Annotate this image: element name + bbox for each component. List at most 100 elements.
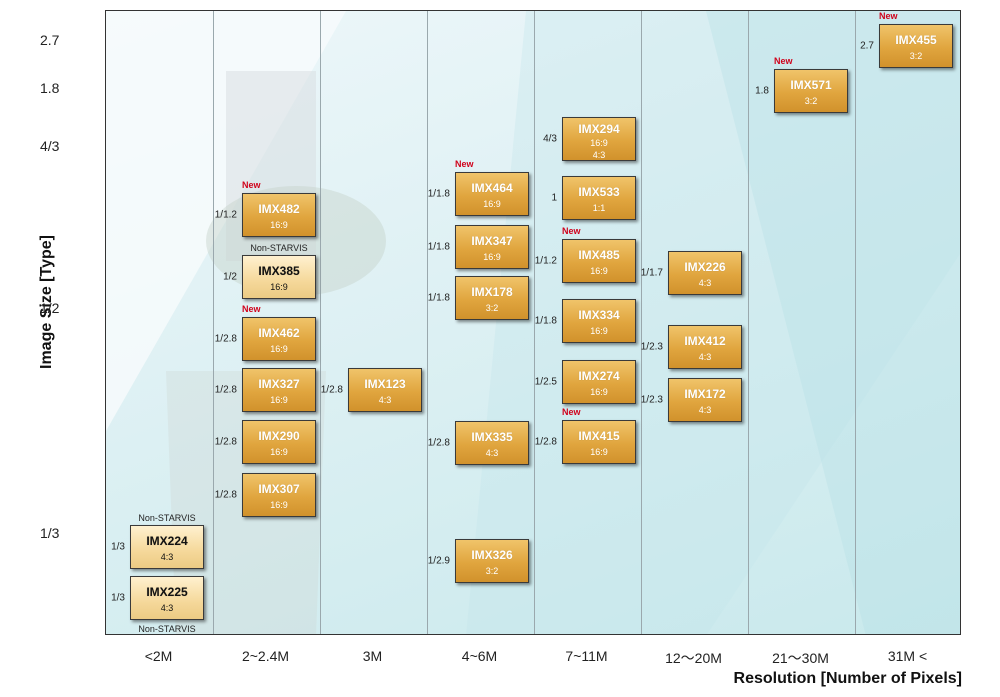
sensor-name: IMX326 <box>471 548 513 562</box>
sensor-aspect-ratio: 16:9 <box>590 138 608 148</box>
sensor-box-imx226: IMX226 4:3 <box>668 251 742 295</box>
sensor-name: IMX294 <box>578 122 620 136</box>
y-tick-label: 1.8 <box>40 80 60 96</box>
sensor-name: IMX290 <box>258 429 300 443</box>
sensor-aspect-ratio: 4:3 <box>485 448 499 458</box>
sensor-box-imx172: IMX172 4:3 <box>668 378 742 422</box>
sensor-aspect-ratio: 3:2 <box>485 566 499 576</box>
new-badge: New <box>562 407 581 417</box>
sensor-name: IMX464 <box>471 181 513 195</box>
sensor-aspect-ratio: 16:9 <box>270 220 288 230</box>
grid-line <box>641 11 642 634</box>
sensor-aspect-ratio: 4:3 <box>698 352 712 362</box>
sensor-name: IMX225 <box>146 585 188 599</box>
non-starvis-label: Non-STARVIS <box>138 513 196 523</box>
sensor-aspect-ratio: 4:3 <box>592 150 606 160</box>
new-badge: New <box>562 226 581 236</box>
sensor-name: IMX462 <box>258 326 300 340</box>
sensor-name: IMX482 <box>258 202 300 216</box>
sensor-name: IMX226 <box>684 260 726 274</box>
grid-line <box>855 11 856 634</box>
image-size-label: 1/2.3 <box>640 394 663 406</box>
image-size-label: 1/1.2 <box>214 209 237 221</box>
sensor-aspect-ratio: 4:3 <box>160 552 174 562</box>
sensor-box-imx294: IMX294 16:9 4:3 <box>562 117 636 161</box>
image-size-label: 1/2.9 <box>427 555 450 567</box>
image-size-label: 1/2.8 <box>214 436 237 448</box>
x-tick-label: 3M <box>362 648 383 664</box>
sensor-box-imx326: IMX326 3:2 <box>455 539 529 583</box>
sensor-aspect-ratio: 4:3 <box>698 278 712 288</box>
sensor-aspect-ratio: 3:2 <box>485 303 499 313</box>
sensor-aspect-ratio: 16:9 <box>590 326 608 336</box>
image-size-label: 2.7 <box>860 40 874 52</box>
sensor-aspect-ratio: 16:9 <box>270 500 288 510</box>
sensor-aspect-ratio: 16:9 <box>483 199 501 209</box>
sensor-box-imx334: IMX334 16:9 <box>562 299 636 343</box>
x-tick-label: 21〜30M <box>772 650 829 666</box>
x-tick-label: 12〜20M <box>665 650 722 666</box>
sensor-aspect-ratio: 3:2 <box>909 51 923 61</box>
x-axis-title: Resolution [Number of Pixels] <box>733 670 962 687</box>
sensor-box-imx178: IMX178 3:2 <box>455 276 529 320</box>
sensor-name: IMX334 <box>578 308 620 322</box>
x-tick-label: <2M <box>144 648 173 664</box>
sensor-name: IMX224 <box>146 534 188 548</box>
x-tick-label: 4~6M <box>461 648 498 664</box>
image-size-label: 1/1.8 <box>427 292 450 304</box>
sensor-box-imx347: IMX347 16:9 <box>455 225 529 269</box>
image-size-label: 1/1.2 <box>534 255 557 267</box>
sensor-box-imx274: IMX274 16:9 <box>562 360 636 404</box>
sensor-name: IMX307 <box>258 482 300 496</box>
sensor-box-imx533: IMX533 1:1 <box>562 176 636 220</box>
image-size-label: 1/1.8 <box>534 315 557 327</box>
sensor-aspect-ratio: 16:9 <box>590 266 608 276</box>
sensor-name: IMX347 <box>471 234 513 248</box>
sensor-aspect-ratio: 16:9 <box>270 282 288 292</box>
new-badge: New <box>242 180 261 190</box>
image-size-label: 4/3 <box>543 133 557 145</box>
sensor-name: IMX327 <box>258 377 300 391</box>
grid-line <box>748 11 749 634</box>
sensor-box-imx224: IMX224 4:3 <box>130 525 204 569</box>
sensor-aspect-ratio: 16:9 <box>270 447 288 457</box>
image-size-label: 1/2.8 <box>427 437 450 449</box>
image-size-label: 1/1.8 <box>427 188 450 200</box>
sensor-aspect-ratio: 1:1 <box>592 203 606 213</box>
sensor-box-imx485: IMX485 16:9 <box>562 239 636 283</box>
sensor-aspect-ratio: 3:2 <box>804 96 818 106</box>
sensor-box-imx327: IMX327 16:9 <box>242 368 316 412</box>
grid-line <box>534 11 535 634</box>
sensor-name: IMX485 <box>578 248 620 262</box>
sensor-box-imx385: IMX385 16:9 <box>242 255 316 299</box>
image-size-label: 1/2.8 <box>214 333 237 345</box>
sensor-name: IMX415 <box>578 429 620 443</box>
x-tick-label: 31M < <box>887 648 928 664</box>
sensor-aspect-ratio: 16:9 <box>590 447 608 457</box>
image-size-label: 1/2 <box>223 271 237 283</box>
sensor-box-imx335: IMX335 4:3 <box>455 421 529 465</box>
image-size-label: 1/2.8 <box>214 384 237 396</box>
image-size-label: 1/2.3 <box>640 341 663 353</box>
y-tick-label: 1/2 <box>40 300 60 316</box>
sensor-box-imx412: IMX412 4:3 <box>668 325 742 369</box>
sensor-box-imx290: IMX290 16:9 <box>242 420 316 464</box>
non-starvis-label: Non-STARVIS <box>138 624 196 634</box>
sensor-box-imx462: IMX462 16:9 <box>242 317 316 361</box>
sensor-box-imx571: IMX571 3:2 <box>774 69 848 113</box>
image-size-label: 1/2.8 <box>214 489 237 501</box>
new-badge: New <box>242 304 261 314</box>
sensor-box-imx455: IMX455 3:2 <box>879 24 953 68</box>
image-size-label: 1/2.5 <box>534 376 557 388</box>
sensor-aspect-ratio: 4:3 <box>698 405 712 415</box>
image-size-label: 1/3 <box>111 541 125 553</box>
image-size-label: 1 <box>551 192 557 204</box>
sensor-box-imx307: IMX307 16:9 <box>242 473 316 517</box>
image-size-label: 1/3 <box>111 592 125 604</box>
image-size-label: 1/1.8 <box>427 241 450 253</box>
sensor-name: IMX335 <box>471 430 513 444</box>
new-badge: New <box>774 56 793 66</box>
sensor-name: IMX172 <box>684 387 726 401</box>
sensor-aspect-ratio: 16:9 <box>270 395 288 405</box>
sensor-aspect-ratio: 4:3 <box>160 603 174 613</box>
